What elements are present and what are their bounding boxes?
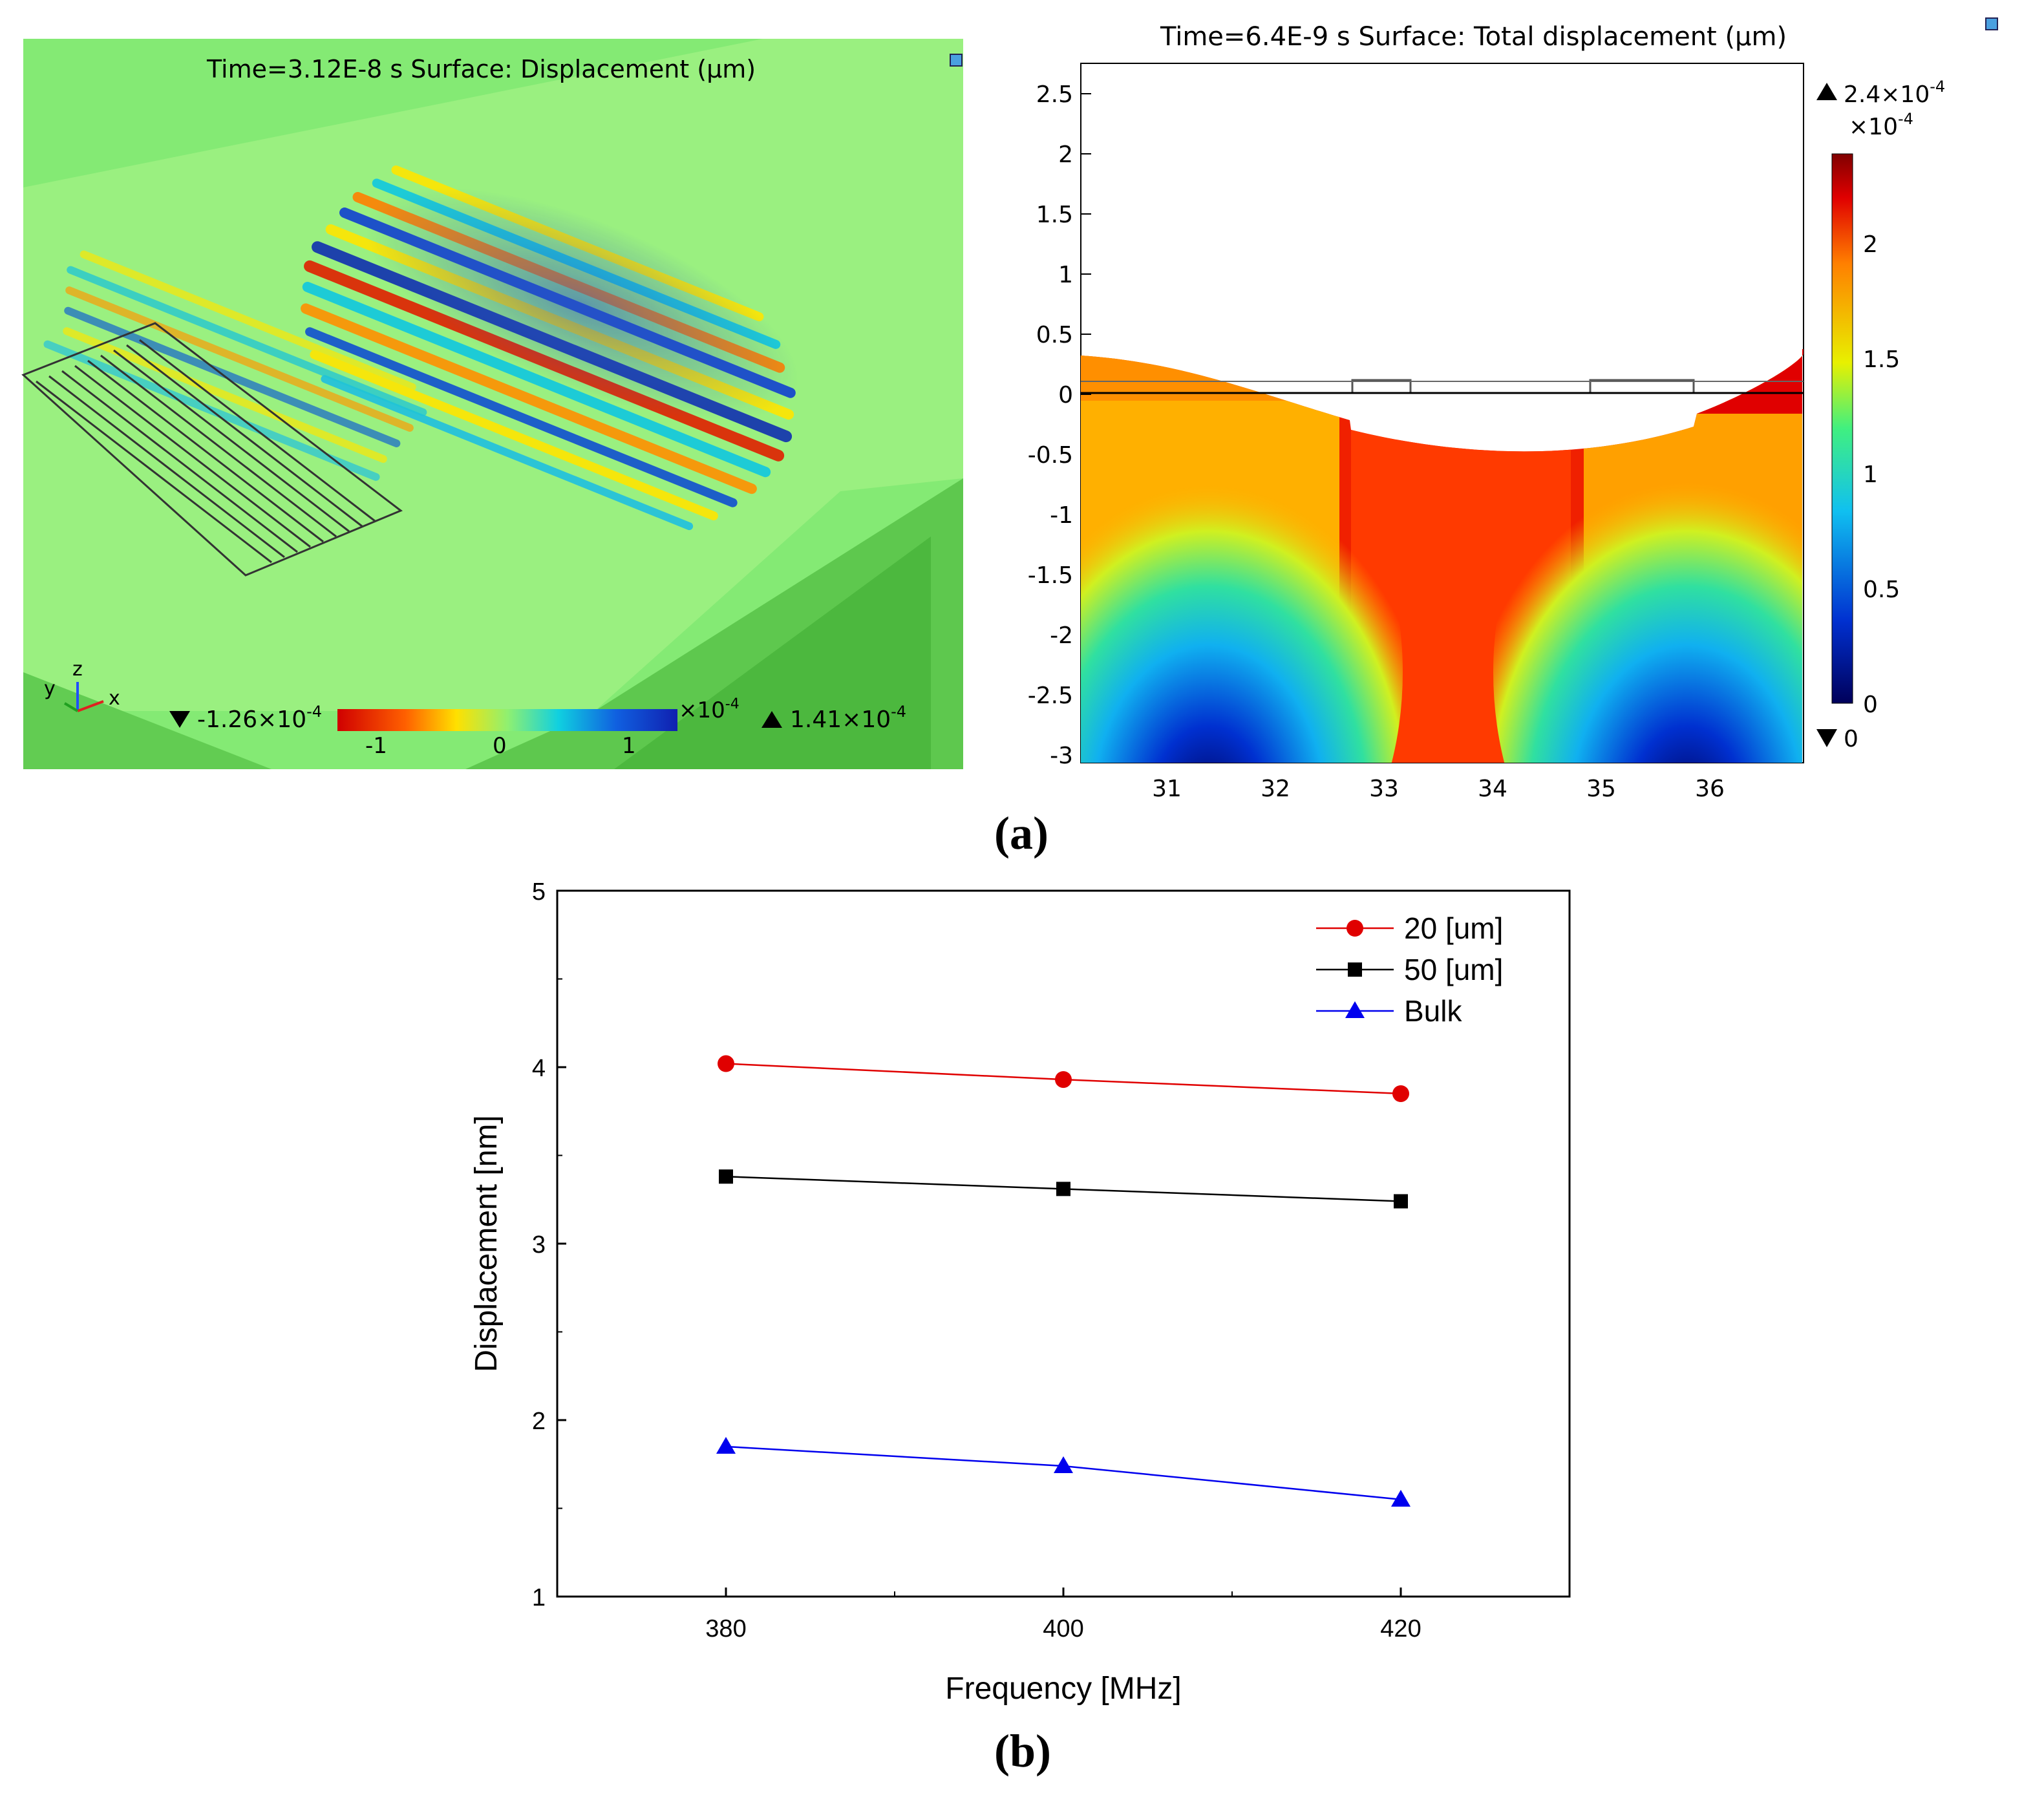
right-cb-tick: 0.5 (1863, 577, 1900, 603)
y-tick: -1 (1050, 502, 1073, 529)
y-tick: 1.5 (1036, 202, 1073, 228)
left-cb-tick: -1 (365, 733, 387, 759)
left-max-label: 1.41×10-4 (790, 703, 906, 733)
legend-marker (1347, 920, 1363, 937)
left-cb-multiplier: ×10-4 (679, 696, 740, 723)
x-tick: 32 (1261, 776, 1290, 802)
x-tick: 31 (1152, 776, 1182, 802)
y-tick-label: 3 (532, 1231, 546, 1259)
panel-label-b: (b) (994, 1725, 1052, 1777)
right-min-label: 0 (1844, 726, 1858, 752)
triangle-down-icon (1816, 729, 1837, 747)
axis-x-label: x (109, 687, 120, 710)
axis-z-label: z (72, 658, 83, 681)
triangle-up-icon (761, 711, 782, 728)
data-point (1054, 1456, 1073, 1473)
y-tick: 0 (1058, 382, 1073, 409)
data-point (1391, 1489, 1411, 1507)
right-cb-tick: 1.5 (1863, 346, 1900, 373)
y-tick: -0.5 (1028, 442, 1073, 469)
x-tick-label: 420 (1380, 1615, 1421, 1642)
right-plot-title: Time=6.4E-9 s Surface: Total displacemen… (1160, 22, 1787, 52)
y-tick-label: 1 (532, 1584, 546, 1611)
section-y-axis: 2.5 2 1.5 1 0.5 0 -0.5 -1 -1.5 -2 -2.5 -… (1028, 81, 1091, 769)
right-cb-tick: 1 (1863, 462, 1878, 488)
data-point (718, 1055, 734, 1072)
x-tick: 36 (1695, 776, 1725, 802)
y-tick: 2.5 (1036, 81, 1073, 108)
x-axis-label: Frequency [MHz] (945, 1672, 1181, 1706)
axis-y-label: y (44, 677, 56, 700)
y-tick: 0.5 (1036, 322, 1073, 348)
triangle-down-icon (169, 711, 190, 728)
triangle-up-icon (1816, 83, 1837, 100)
right-cb-tick: 2 (1863, 231, 1878, 258)
y-tick: 1 (1058, 262, 1073, 288)
panel-label-a: (a) (994, 807, 1049, 859)
x-tick-label: 380 (705, 1615, 746, 1642)
left-plot-title: Time=3.12E-8 s Surface: Displacement (µm… (206, 55, 756, 83)
info-square-icon (950, 54, 963, 67)
y-tick-label: 2 (532, 1408, 546, 1435)
data-point (1055, 1071, 1072, 1089)
x-tick: 35 (1586, 776, 1616, 802)
legend-marker (1345, 1001, 1365, 1018)
data-point (719, 1169, 733, 1184)
idt-electrodes (21, 322, 403, 577)
electrode-outlines (1081, 379, 1804, 394)
y-axis-label: Displacement [nm] (469, 1115, 504, 1372)
x-tick: 34 (1478, 776, 1507, 802)
y-tick: -2.5 (1028, 683, 1073, 709)
right-cb-tick: 0 (1863, 692, 1878, 718)
displacement-chart: 1 2 3 4 5 380 400 420 20 [um] 50 [um] Bulk Frequ… (469, 878, 1571, 1706)
info-square-icon (1985, 17, 1998, 30)
left-colorbar: -1.26×10-4 -1 0 1 ×10-4 1.41×10-4 (169, 696, 906, 759)
data-point (1056, 1182, 1070, 1196)
data-point (716, 1436, 736, 1454)
left-cb-tick: 1 (622, 733, 636, 759)
y-tick: -1.5 (1028, 562, 1073, 589)
legend-label: 20 [um] (1404, 911, 1503, 945)
legend-label: Bulk (1404, 994, 1462, 1028)
right-section-plot: Time=6.4E-9 s Surface: Total displacemen… (1028, 17, 1998, 802)
xyz-axes-icon: z x y (44, 658, 120, 712)
legend-label: 50 [um] (1404, 953, 1503, 986)
right-max-label: 2.4×10-4 (1844, 78, 1945, 108)
x-tick-label: 400 (1043, 1615, 1083, 1642)
section-x-axis: 31 32 33 34 35 36 (1152, 776, 1725, 802)
left-min-label: -1.26×10-4 (197, 703, 322, 733)
y-tick-label: 5 (532, 878, 546, 906)
data-point (1392, 1085, 1409, 1102)
wave-pattern (43, 165, 800, 531)
data-point (1394, 1194, 1408, 1209)
y-tick-label: 4 (532, 1055, 546, 1082)
right-multiplier: ×10-4 (1849, 110, 1913, 140)
right-colorbar: 2.4×10-4 ×10-4 2 1.5 1 0.5 0 0 (1816, 78, 1945, 752)
y-tick: 2 (1058, 142, 1073, 168)
x-tick: 33 (1369, 776, 1399, 802)
left-surface-plot: Time=3.12E-8 s Surface: Displacement (µm… (21, 39, 963, 769)
y-tick: -2 (1050, 622, 1073, 649)
y-tick: -3 (1050, 743, 1073, 769)
left-cb-tick: 0 (493, 733, 507, 759)
legend-marker (1348, 962, 1362, 977)
